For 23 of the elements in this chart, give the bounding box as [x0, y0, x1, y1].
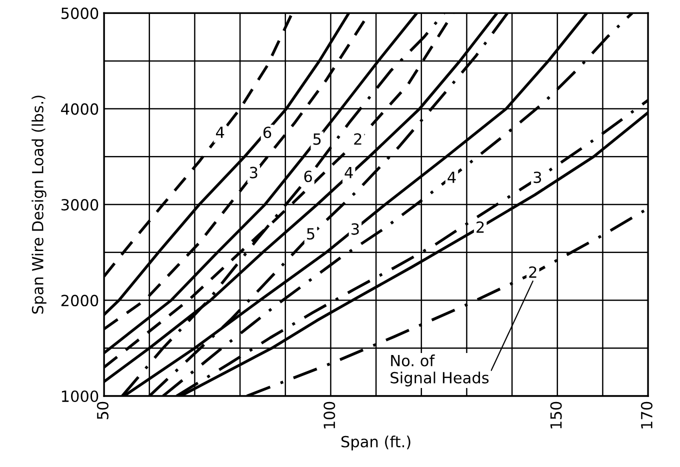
y-tick-label: 1000 [62, 390, 98, 402]
x-tick-label: 170 [640, 402, 652, 428]
x-tick-label: 150 [550, 402, 562, 428]
y-tick-label: 3000 [61, 199, 98, 211]
y-axis-title: Span Wire Design Load (lbs.) [32, 96, 46, 314]
annotation: 3 [250, 166, 258, 178]
y-tick-label: 2000 [61, 294, 98, 306]
annotation: 5 [313, 133, 321, 145]
annotation: 6 [304, 170, 312, 182]
annotation: 2 [476, 221, 484, 233]
x-axis-title: Span (ft.) [341, 436, 410, 450]
y-tick-label: 5000 [61, 8, 98, 20]
annotation: 4 [216, 126, 224, 138]
annotation: 4 [448, 172, 456, 183]
y-tick-label: 4000 [61, 103, 98, 115]
annotation: 6 [263, 126, 272, 138]
x-tick-label: 100 [324, 402, 336, 428]
annotation: 5 [307, 228, 314, 240]
annotation: No. of Signal Heads [390, 354, 489, 386]
annotation: 2 [529, 266, 536, 278]
annotation: 3 [351, 223, 359, 235]
annotation: 4 [344, 166, 353, 178]
x-tick-label: 50 [96, 402, 108, 420]
